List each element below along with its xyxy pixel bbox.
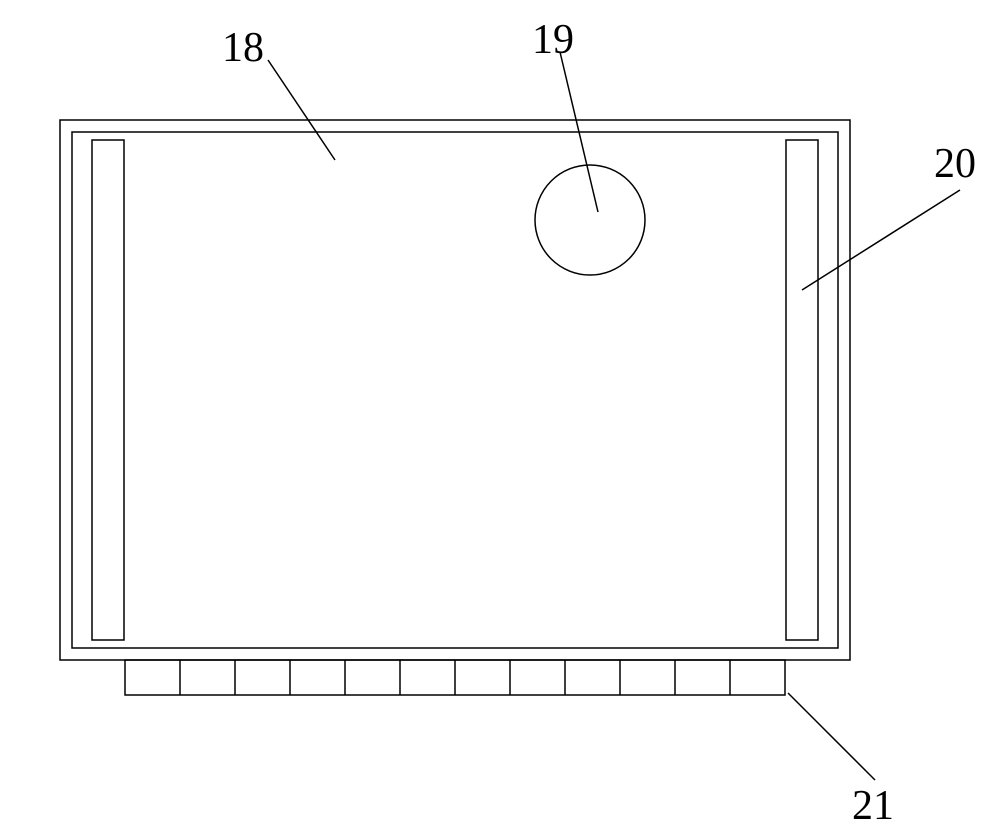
right-rail xyxy=(786,140,818,640)
technical-diagram xyxy=(0,0,1000,840)
left-rail xyxy=(92,140,124,640)
callout-label-20: 20 xyxy=(934,140,976,188)
callout-label-19: 19 xyxy=(532,16,574,64)
leader-18 xyxy=(268,60,335,160)
callout-label-18: 18 xyxy=(222,24,264,72)
housing-inner xyxy=(72,132,838,648)
callout-label-21: 21 xyxy=(852,782,894,830)
leader-21 xyxy=(788,693,875,780)
leader-20 xyxy=(802,190,960,290)
housing-outer xyxy=(60,120,850,660)
